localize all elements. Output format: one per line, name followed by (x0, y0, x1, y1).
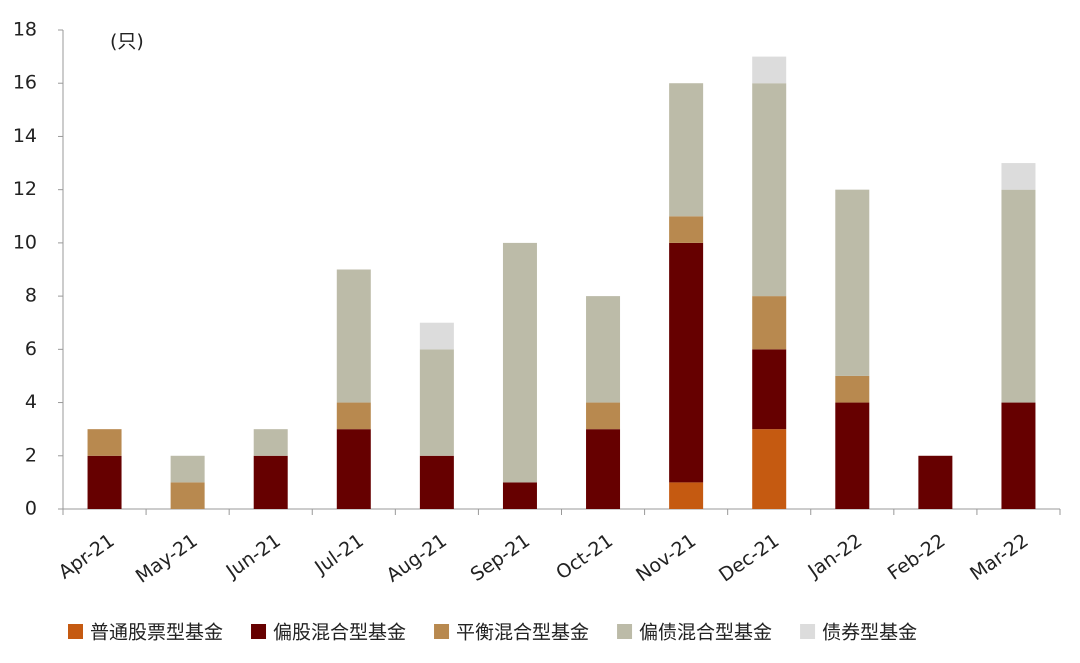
bar-segment (1001, 163, 1036, 190)
x-tick-label: Aug-21 (382, 530, 450, 587)
x-tick-label: Feb-22 (884, 530, 950, 585)
bar-segment (253, 429, 288, 456)
bar-segment (586, 402, 621, 430)
legend-label: 普通股票型基金 (90, 622, 223, 644)
bar-segment (502, 482, 537, 509)
y-tick-label: 12 (13, 178, 37, 200)
bar-segment (336, 269, 371, 403)
bar-segment (502, 242, 537, 483)
bar-segment (87, 429, 122, 456)
bar-segment (336, 429, 371, 509)
bar-segment (336, 402, 371, 430)
x-tick-label: Dec-21 (715, 530, 783, 587)
bar-segment (170, 482, 205, 509)
y-tick-label: 18 (13, 19, 37, 41)
legend-label: 平衡混合型基金 (456, 622, 589, 644)
bar-segment (87, 455, 122, 509)
bar-segment (1001, 402, 1036, 509)
bar-segment (419, 322, 454, 350)
legend-swatch (800, 624, 816, 639)
bar-segment (752, 349, 787, 430)
bar-segment (586, 296, 621, 403)
bar-segment (835, 189, 870, 376)
x-tick-label: May-21 (132, 530, 202, 588)
y-tick-label: 8 (25, 285, 37, 307)
bar-segment (1001, 189, 1036, 403)
bar-segment (669, 83, 704, 217)
bar-segment (835, 402, 870, 509)
bar-segment (586, 429, 621, 509)
y-tick-label: 14 (13, 125, 37, 147)
bar-segment (170, 455, 205, 483)
bar-segment (752, 56, 787, 84)
x-tick-label: Jun-21 (222, 530, 285, 583)
bar-segment (419, 455, 454, 509)
x-tick-label: Jan-22 (803, 530, 866, 583)
legend-label: 偏债混合型基金 (639, 622, 772, 644)
bar-segment (752, 429, 787, 509)
legend-swatch (68, 624, 83, 639)
legend-swatch (251, 624, 267, 639)
legend-swatch (434, 624, 450, 639)
y-tick-label: 2 (25, 444, 37, 466)
x-tick-label: Mar-22 (966, 530, 1032, 586)
bar-segment (918, 455, 953, 509)
bar-segment (752, 83, 787, 297)
legend-label: 偏股混合型基金 (273, 622, 406, 644)
bar-segment (669, 216, 704, 243)
y-tick-label: 4 (25, 391, 37, 413)
legend-swatch (617, 624, 633, 639)
bar-segment (752, 296, 787, 350)
x-tick-label: Sep-21 (467, 530, 534, 586)
bar-segment (669, 242, 704, 483)
x-tick-label: Apr-21 (55, 530, 119, 584)
bar-segment (253, 455, 288, 509)
y-tick-label: 6 (25, 338, 37, 360)
y-tick-label: 0 (25, 498, 37, 520)
bar-segment (835, 375, 870, 403)
legend-label: 债券型基金 (822, 622, 917, 644)
unit-annotation: (只) (110, 31, 144, 53)
x-tick-label: Nov-21 (632, 530, 700, 587)
x-tick-label: Jul-21 (310, 530, 368, 580)
y-tick-label: 16 (13, 72, 37, 94)
x-tick-label: Oct-21 (552, 530, 617, 585)
y-tick-label: 10 (13, 231, 37, 253)
legend: 普通股票型基金 偏股混合型基金 平衡混合型基金 偏债混合型基金 债券型基金 (68, 622, 917, 644)
bar-segment (669, 482, 704, 509)
bar-segment (419, 349, 454, 456)
